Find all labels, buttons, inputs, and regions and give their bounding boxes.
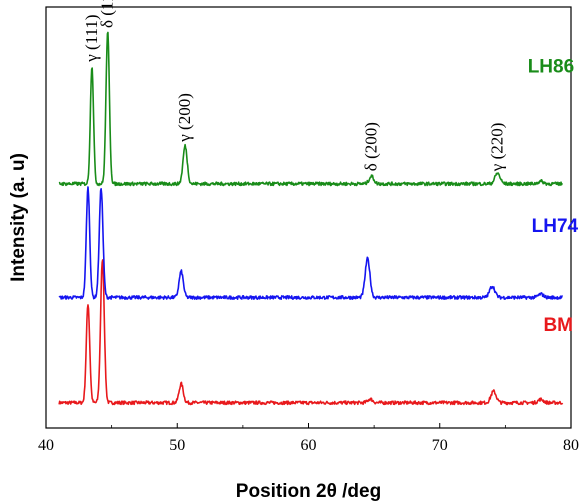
peak-annotation: δ (110)	[98, 0, 117, 28]
series-label-lh74: LH74	[532, 216, 579, 237]
series-label-lh86: LH86	[528, 56, 574, 77]
x-tick-label: 50	[169, 437, 185, 454]
x-tick-label: 70	[432, 437, 448, 454]
peak-annotations: γ (111)δ (110) γ (200) δ (200) γ (220)	[82, 0, 507, 172]
x-axis-title: Position 2θ /deg	[236, 481, 381, 502]
series-line-bm	[58, 259, 564, 406]
y-axis-title: Intensity (a. u)	[8, 153, 29, 282]
series-line-lh74	[58, 186, 563, 300]
peak-annotation: γ (220)	[488, 123, 507, 173]
x-tick-label: 80	[563, 437, 579, 454]
series-line-lh86	[58, 31, 563, 187]
series-label-bm: BM	[543, 315, 573, 336]
x-tick-label: 60	[301, 437, 317, 454]
x-ticks: 40 50 60 70 80	[38, 423, 579, 454]
series-labels: LH86 LH74 BM	[528, 56, 579, 336]
plot-area	[58, 31, 564, 406]
x-tick-label: 40	[38, 437, 54, 454]
plot-frame	[45, 6, 572, 429]
peak-annotation: γ (111)	[82, 14, 101, 62]
peak-annotation: γ (200)	[175, 93, 194, 143]
peak-annotation: δ (200)	[362, 122, 381, 171]
